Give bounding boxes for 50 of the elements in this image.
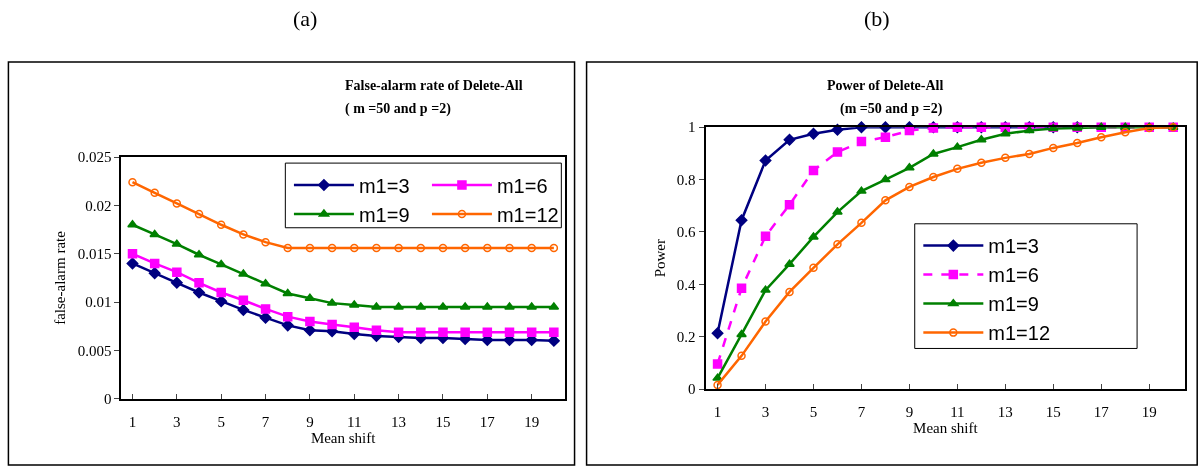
x-tick-label: 11 (950, 404, 965, 421)
x-tick-label: 3 (761, 404, 770, 421)
y-tick-label: 0.025 (77, 149, 112, 166)
x-tick-label: 11 (347, 413, 362, 430)
y-axis-title: false-alarm rate (52, 230, 69, 325)
legend-label: m1=3 (988, 235, 1039, 258)
y-tick-label: 0.6 (676, 224, 697, 241)
x-tick-label: 13 (997, 404, 1013, 421)
y-tick-label: 0.01 (85, 294, 112, 311)
x-tick-label: 5 (809, 404, 818, 421)
legend-label: m1=6 (988, 264, 1039, 287)
legend-label: m1=3 (358, 174, 410, 197)
x-tick-label: 9 (905, 404, 914, 421)
y-tick-label: 0.8 (676, 171, 696, 188)
x-tick-label: 1 (128, 413, 137, 430)
y-axis-title: Power (651, 239, 668, 278)
x-tick-label: 9 (306, 413, 314, 430)
x-tick-label: 7 (261, 413, 270, 430)
chart-subtitle: (m =50 and p =2) (840, 101, 943, 117)
text: (b) (864, 6, 890, 31)
x-tick-label: 3 (173, 413, 181, 430)
x-tick-label: 17 (479, 413, 496, 430)
x-tick-label: 5 (217, 413, 225, 430)
legend-label: m1=12 (496, 203, 559, 226)
legend-label: m1=6 (496, 174, 548, 197)
x-tick-label: 7 (857, 404, 866, 421)
y-tick-label: 0.4 (676, 276, 697, 293)
x-tick-label: 19 (1141, 404, 1157, 421)
y-tick-label: 0.015 (77, 246, 112, 263)
y-tick-label: 0.005 (77, 342, 112, 359)
legend-label: m1=9 (988, 293, 1039, 316)
y-tick-label: 0 (103, 391, 112, 408)
x-tick-label: 15 (435, 413, 451, 430)
chart-title: False-alarm rate of Delete-All (345, 78, 523, 93)
y-tick-label: 0 (688, 381, 696, 398)
chart-subtitle: ( m =50 and p =2) (345, 101, 452, 117)
x-tick-label: 13 (391, 413, 407, 430)
legend-label: m1=12 (988, 322, 1051, 345)
legend-label: m1=9 (358, 203, 410, 226)
x-axis-title: Mean shift (310, 429, 377, 446)
y-tick-label: 1 (688, 119, 696, 136)
y-tick-label: 0.02 (85, 197, 112, 214)
text: (a) (293, 6, 318, 31)
chart-title: Power of Delete-All (827, 78, 944, 93)
y-tick-label: 0.2 (676, 328, 696, 345)
x-tick-label: 17 (1093, 404, 1110, 421)
x-axis-title: Mean shift (913, 420, 979, 437)
x-tick-label: 15 (1045, 404, 1061, 421)
x-tick-label: 19 (524, 413, 540, 430)
x-tick-label: 1 (713, 404, 722, 421)
